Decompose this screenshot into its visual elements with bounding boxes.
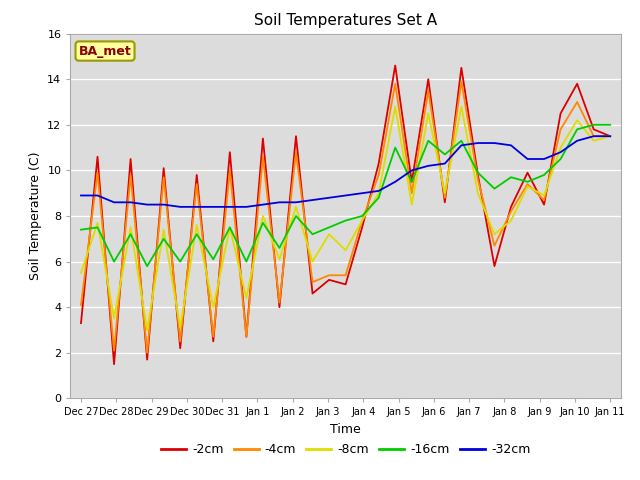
Legend: -2cm, -4cm, -8cm, -16cm, -32cm: -2cm, -4cm, -8cm, -16cm, -32cm: [156, 438, 536, 461]
X-axis label: Time: Time: [330, 423, 361, 436]
Text: BA_met: BA_met: [79, 45, 131, 58]
Y-axis label: Soil Temperature (C): Soil Temperature (C): [29, 152, 42, 280]
Title: Soil Temperatures Set A: Soil Temperatures Set A: [254, 13, 437, 28]
